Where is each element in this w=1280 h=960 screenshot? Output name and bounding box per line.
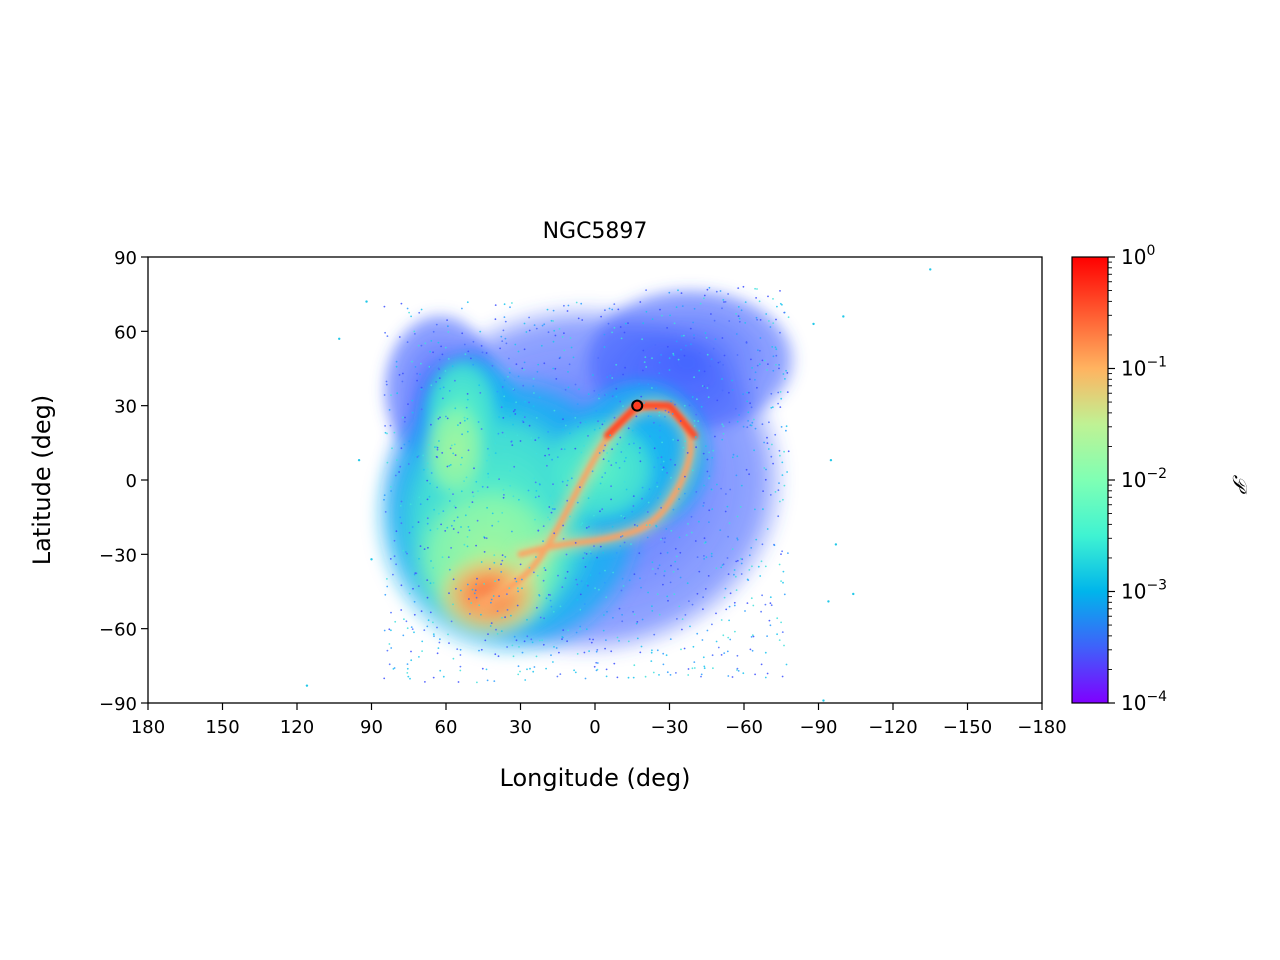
outlier-point: [812, 322, 815, 326]
outlier-point: [929, 268, 932, 271]
colorbar-tick-label: 10−2: [1121, 466, 1167, 492]
x-axis-label: Longitude (deg): [500, 764, 691, 792]
x-tick-label: 90: [360, 717, 383, 738]
outlier-point: [357, 458, 361, 462]
x-tick-label: 0: [589, 717, 600, 738]
y-axis-label: Latitude (deg): [28, 395, 56, 565]
colorbar-axis: 10−4 10−3 10−2 10−1 100: [1108, 243, 1167, 715]
outlier-point: [305, 684, 309, 687]
outlier-point: [827, 600, 830, 603]
x-tick-label: −180: [1017, 717, 1066, 738]
x-tick-label: −30: [651, 717, 689, 738]
outlier-point: [829, 458, 833, 462]
outlier-point: [338, 337, 341, 340]
cluster-position-marker: [631, 399, 644, 412]
main-cloud: [370, 350, 715, 660]
x-tick-label: 180: [131, 717, 165, 738]
stream-head: [603, 402, 698, 439]
halo-star-speckle: [383, 285, 790, 684]
x-tick-label: −120: [868, 717, 917, 738]
outlier-points: [305, 268, 932, 702]
x-tick-label: 60: [435, 717, 458, 738]
y-tick-label: −30: [99, 545, 137, 566]
outlier-point: [365, 300, 368, 303]
y-tick-label: −60: [99, 620, 137, 641]
colorbar-tick-label: 10−4: [1121, 689, 1167, 715]
stream-track: [475, 397, 699, 612]
y-tick-label: 90: [114, 248, 137, 269]
x-tick-label: 30: [509, 717, 532, 738]
colorbar-tick-label: 100: [1121, 243, 1155, 269]
y-tick-label: −90: [99, 694, 137, 715]
outlier-point: [852, 592, 855, 596]
colorbar-tick-label: 10−3: [1121, 578, 1167, 604]
x-tick-label: −60: [725, 717, 763, 738]
outlier-point: [370, 558, 373, 561]
y-tick-label: 60: [114, 322, 137, 343]
colorbar-label: 𝒫: [1228, 475, 1252, 495]
colorbar-tick-label: 10−1: [1121, 355, 1167, 381]
y-tick-label: 0: [126, 471, 137, 492]
x-axis: 180 150 120 90 60 30 0 −30 −60 −90 −120 −150 −180: [131, 703, 1067, 738]
outlier-point: [834, 543, 838, 546]
x-tick-label: −90: [800, 717, 838, 738]
y-tick-label: 30: [114, 397, 137, 418]
outlier-point: [842, 315, 845, 318]
x-tick-label: 120: [280, 717, 314, 738]
outlier-point: [822, 699, 825, 702]
y-axis: 90 60 30 0 −30 −60 −90: [99, 248, 148, 715]
colorbar: [1071, 256, 1109, 704]
x-tick-label: −150: [943, 717, 992, 738]
chart-title: NGC5897: [543, 219, 648, 244]
x-tick-label: 150: [205, 717, 239, 738]
density-map: [305, 268, 932, 702]
